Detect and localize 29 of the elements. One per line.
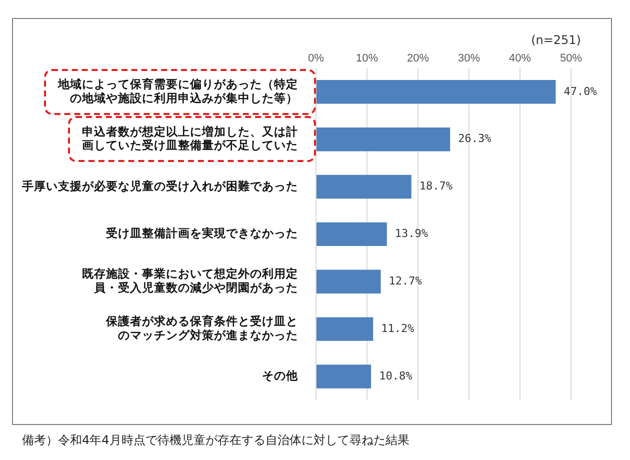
- data-label: 47.0%: [564, 84, 598, 98]
- y-tick-label: 申込者数が想定以上に増加した、又は計画していた受け皿整備量が不足していた: [82, 124, 298, 152]
- y-tick-label: 手厚い支援が必要な児童の受け入れが困難であった: [21, 178, 298, 193]
- y-tick-label: 保護者が求める保育条件と受け皿とのマッチング対策が進まなかった: [105, 314, 298, 342]
- x-tick-label: 40%: [508, 52, 532, 65]
- data-label: 11.2%: [381, 322, 415, 335]
- data-label: 18.7%: [419, 180, 453, 193]
- data-label: 26.3%: [458, 132, 492, 146]
- y-tick-label: 受け皿整備計画を実現できなかった: [105, 226, 298, 240]
- x-tick-label: 10%: [356, 52, 378, 65]
- bar: [316, 174, 412, 199]
- text: (n=251): [531, 33, 581, 47]
- y-tick-label: 地域によって保育需要に偏りがあった（特定の地域や施設に利用申込みが集中した等）: [57, 77, 298, 105]
- bar: [316, 127, 450, 152]
- y-tick-label: その他: [262, 368, 299, 382]
- x-tick-label: 0%: [308, 52, 324, 65]
- data-label: 10.8%: [379, 369, 413, 382]
- data-label: 13.9%: [394, 227, 428, 240]
- bar: [316, 80, 556, 104]
- x-tick-label: 50%: [560, 52, 582, 65]
- bar: [316, 317, 374, 341]
- x-tick-label: 30%: [458, 52, 480, 65]
- x-tick-label: 20%: [406, 52, 430, 65]
- bar: [316, 222, 387, 246]
- text: 備考）令和4年4月時点で待機児童が存在する自治体に対して尋ねた結果: [22, 432, 410, 449]
- data-label: 12.7%: [388, 274, 422, 288]
- bar: [316, 364, 372, 388]
- y-tick-label: 既存施設・事業において想定外の利用定員・受入児童数の減少や閉園があった: [82, 266, 298, 295]
- bar: [316, 270, 381, 294]
